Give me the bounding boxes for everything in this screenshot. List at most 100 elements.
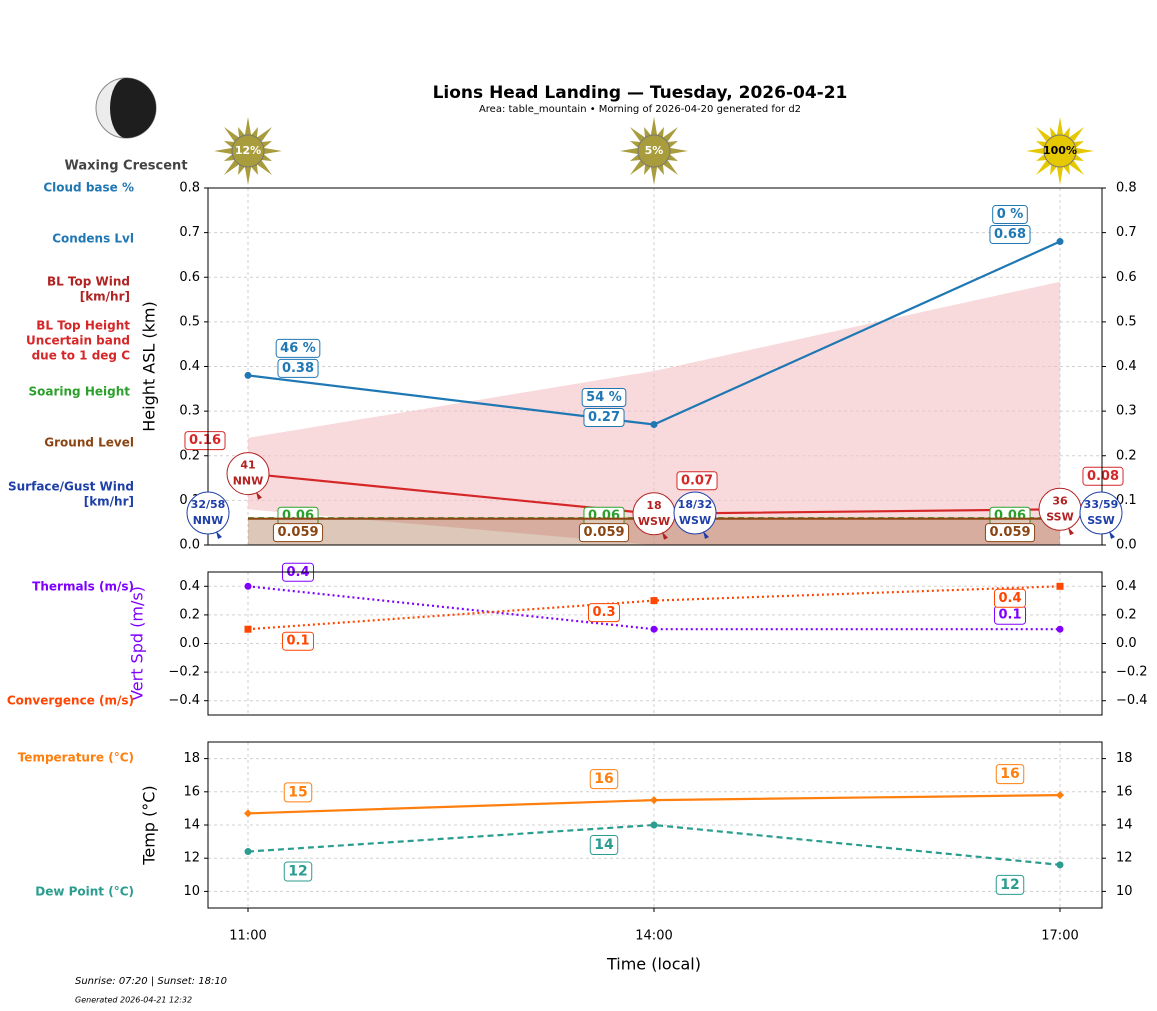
point [244, 809, 252, 818]
value-label-box [995, 874, 1025, 895]
x-axis-label: Time (local) [606, 955, 701, 974]
sun-ray [662, 159, 679, 176]
sun-label: 100% [1043, 144, 1077, 157]
row-label: Dew Point (°C) [35, 885, 134, 899]
sun-ray [1050, 126, 1057, 138]
sun-ray [238, 164, 245, 176]
point [244, 848, 252, 856]
y2-tick-label: 0.2 [1116, 448, 1137, 463]
value-label-box [277, 358, 319, 378]
y-tick-label: −0.4 [168, 693, 200, 708]
row-label: Thermals (m/s) [32, 580, 134, 594]
series-line [247, 585, 1060, 631]
wind-arrow [256, 491, 262, 500]
sun-ray [1068, 159, 1085, 176]
plot-frame [207, 741, 1103, 909]
chart-subtitle: Area: table_mountain • Morning of 2026-0… [479, 104, 801, 115]
value-label-box [676, 471, 718, 491]
sun-ray [1068, 126, 1085, 143]
cloud-base-label: 0 % [997, 207, 1024, 222]
value-label: 0.1 [286, 634, 309, 649]
chart-title: Lions Head Landing — Tuesday, 2026-04-21 [433, 83, 848, 103]
sun-ray [1035, 154, 1047, 161]
point [1056, 625, 1064, 633]
y-tick-label: 0.8 [179, 181, 200, 196]
sun-ray [1056, 117, 1064, 136]
wind-circle [226, 452, 270, 496]
y-tick-label: 0.3 [179, 404, 200, 419]
value-label: 0.3 [592, 605, 615, 620]
y-tick-label: 0.0 [179, 538, 200, 553]
value-label: 12 [288, 864, 307, 880]
x-tick-label: 14:00 [635, 929, 672, 944]
value-label: 0.059 [277, 525, 318, 540]
value-label-box [995, 764, 1025, 785]
y-tick-label: 10 [183, 884, 200, 899]
wind-arrow [662, 531, 668, 540]
value-label: 16 [594, 771, 613, 787]
sun-ray [1035, 141, 1047, 148]
value-label: 0.07 [681, 473, 713, 488]
sun-disk [637, 134, 671, 168]
value-label: 0.68 [994, 227, 1026, 242]
sun-ray [629, 141, 641, 148]
sun-times: Sunrise: 07:20 | Sunset: 18:10 [75, 976, 227, 987]
wind-circle [1079, 491, 1123, 535]
y2-tick-label: 0.3 [1116, 404, 1137, 419]
uncertainty-band [248, 281, 1060, 545]
sun-icon [1026, 117, 1094, 185]
value-label: 0.06 [588, 509, 620, 524]
series-line [247, 823, 1061, 866]
value-label: 0.06 [994, 509, 1026, 524]
sun-icon [620, 117, 688, 185]
wind-speed: 36 [1052, 494, 1068, 507]
sun-ray [223, 159, 240, 176]
wind-speed: 33/59 [1084, 498, 1119, 511]
plot-frame [207, 571, 1103, 716]
y2-tick-label: 0.1 [1116, 493, 1137, 508]
y2-tick-label: 16 [1116, 784, 1133, 799]
sun-disk [1043, 134, 1077, 168]
value-label-box [583, 408, 625, 428]
value-label: 12 [1000, 877, 1019, 893]
moon [95, 77, 157, 139]
sun-ray [223, 154, 235, 161]
generated: Generated 2026-04-21 12:32 [75, 996, 192, 1005]
value-label-box [984, 523, 1036, 543]
y-tick-label: 18 [183, 751, 200, 766]
sun-ray [1026, 147, 1045, 155]
sun-ray [629, 126, 646, 143]
y2-tick-label: 18 [1116, 751, 1133, 766]
wind-arrow [1109, 531, 1115, 539]
point [650, 821, 658, 829]
cloud-base-label: 46 % [280, 341, 316, 356]
y-tick-label: 0.5 [179, 314, 200, 329]
value-label: 0.27 [588, 410, 620, 425]
y2-tick-label: 0.7 [1116, 225, 1137, 240]
value-label: 0.4 [998, 591, 1021, 606]
cloud-base-label: 54 % [586, 390, 622, 405]
value-label-box [587, 603, 621, 623]
wind-circle [673, 491, 717, 535]
row-label: BL Top Height [36, 319, 130, 333]
point [650, 421, 658, 429]
wind-circle [186, 491, 230, 535]
y-tick-label: 12 [183, 851, 200, 866]
sun-ray [629, 159, 646, 176]
sun-ray [244, 117, 252, 136]
value-label-box [184, 431, 226, 451]
value-label: 0.1 [998, 608, 1021, 623]
y2-tick-label: 12 [1116, 851, 1133, 866]
y-tick-label: 0.6 [179, 270, 200, 285]
y-axis-label: Temp (°C) [140, 785, 159, 865]
row-label: Cloud base % [43, 181, 134, 195]
sun-ray [1075, 147, 1094, 155]
sun-ray [644, 164, 651, 176]
row-label: [km/hr] [84, 495, 134, 509]
sun-ray [1063, 164, 1070, 176]
y2-tick-label: 0.8 [1116, 181, 1137, 196]
sun-ray [657, 164, 664, 176]
sun-ray [667, 154, 679, 161]
series-line [247, 585, 1061, 631]
sun-ray [251, 164, 258, 176]
